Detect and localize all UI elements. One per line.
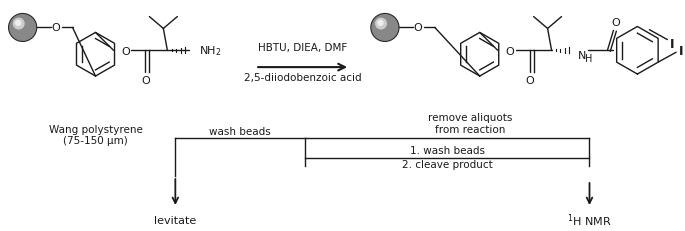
Text: I: I [670,38,675,51]
Text: H: H [584,54,592,64]
Text: I: I [679,45,684,58]
Circle shape [9,15,36,42]
Circle shape [372,16,398,41]
Text: O: O [611,18,620,28]
Text: 2. cleave product: 2. cleave product [402,160,493,170]
Text: O: O [141,76,150,86]
Text: 2,5-diiodobenzoic acid: 2,5-diiodobenzoic acid [244,73,362,83]
Text: from reaction: from reaction [434,124,505,134]
Text: remove aliquots: remove aliquots [427,112,512,122]
Text: NH$_2$: NH$_2$ [199,44,222,58]
Text: O: O [414,23,422,33]
Text: O: O [525,76,534,86]
Circle shape [16,21,21,26]
Text: (75-150 μm): (75-150 μm) [63,136,128,146]
Text: levitate: levitate [154,215,197,225]
Text: N: N [577,51,586,61]
Text: HBTU, DIEA, DMF: HBTU, DIEA, DMF [258,43,347,53]
Text: O: O [51,23,60,33]
Text: $^{1}$H NMR: $^{1}$H NMR [567,212,612,228]
Circle shape [10,16,36,41]
Text: O: O [506,47,514,57]
Circle shape [375,19,386,30]
Text: wash beads: wash beads [210,126,271,136]
Circle shape [371,15,399,42]
Circle shape [14,19,24,30]
Text: Wang polystyrene: Wang polystyrene [49,124,142,134]
Circle shape [378,21,383,26]
Text: O: O [121,47,130,57]
Text: 1. wash beads: 1. wash beads [410,146,485,156]
